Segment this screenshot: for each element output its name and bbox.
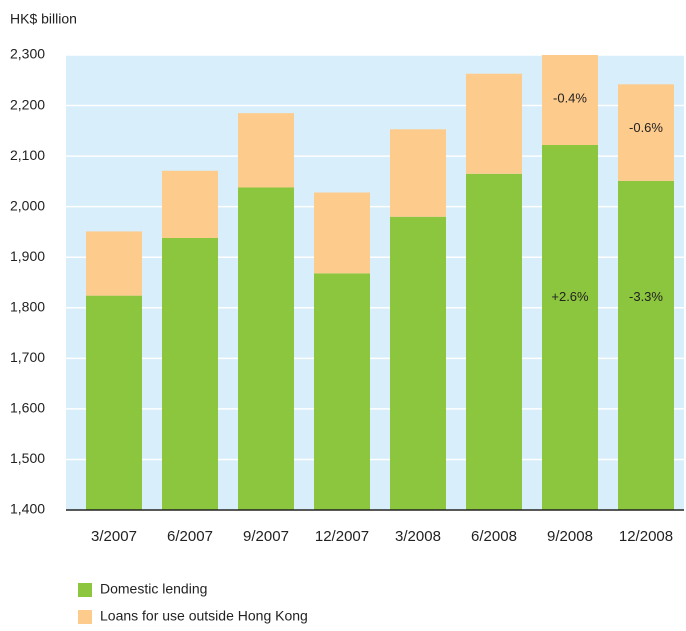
y-tick-label: 1,600 [10,400,45,416]
x-tick-label: 3/2007 [91,528,137,545]
legend-label: Loans for use outside Hong Kong [100,608,308,624]
bar-segment [390,216,446,510]
bar-segment [86,295,142,510]
bar-segment [314,273,370,510]
bar-segment [86,231,142,296]
bar-segment [314,192,370,274]
legend-swatch [78,583,92,597]
x-tick-label: 6/2008 [471,528,517,545]
annotation: -0.4% [553,90,587,105]
bar-segment [162,238,218,510]
x-tick-label: 9/2008 [547,528,593,545]
x-tick-label: 12/2007 [315,528,369,545]
bar-segment [466,173,522,511]
bar-segment [238,113,294,188]
annotation: +2.6% [551,289,589,304]
y-tick-label: 1,900 [10,248,45,264]
y-tick-label: 2,000 [10,197,45,213]
bar-segment [618,180,674,510]
y-tick-label: 1,700 [10,349,45,365]
bar-segment [466,73,522,174]
annotation: -3.3% [629,289,663,304]
y-tick-label: 2,200 [10,96,45,112]
annotation: -0.6% [629,120,663,135]
y-tick-label: 2,100 [10,147,45,163]
y-axis-unit: HK$ billion [10,11,77,27]
y-tick-label: 1,400 [10,501,45,517]
legend-swatch [78,610,92,624]
x-tick-label: 6/2007 [167,528,213,545]
x-tick-label: 9/2007 [243,528,289,545]
x-tick-label: 12/2008 [619,528,673,545]
y-tick-label: 1,800 [10,298,45,314]
bar-segment [238,187,294,510]
x-tick-label: 3/2008 [395,528,441,545]
legend-label: Domestic lending [100,581,207,597]
bar-segment [390,129,446,217]
bar-segment [618,84,674,181]
bar-segment [542,55,598,145]
bar-segment [542,144,598,510]
y-tick-label: 1,500 [10,450,45,466]
y-tick-label: 2,300 [10,46,45,62]
bar-segment [162,170,218,239]
